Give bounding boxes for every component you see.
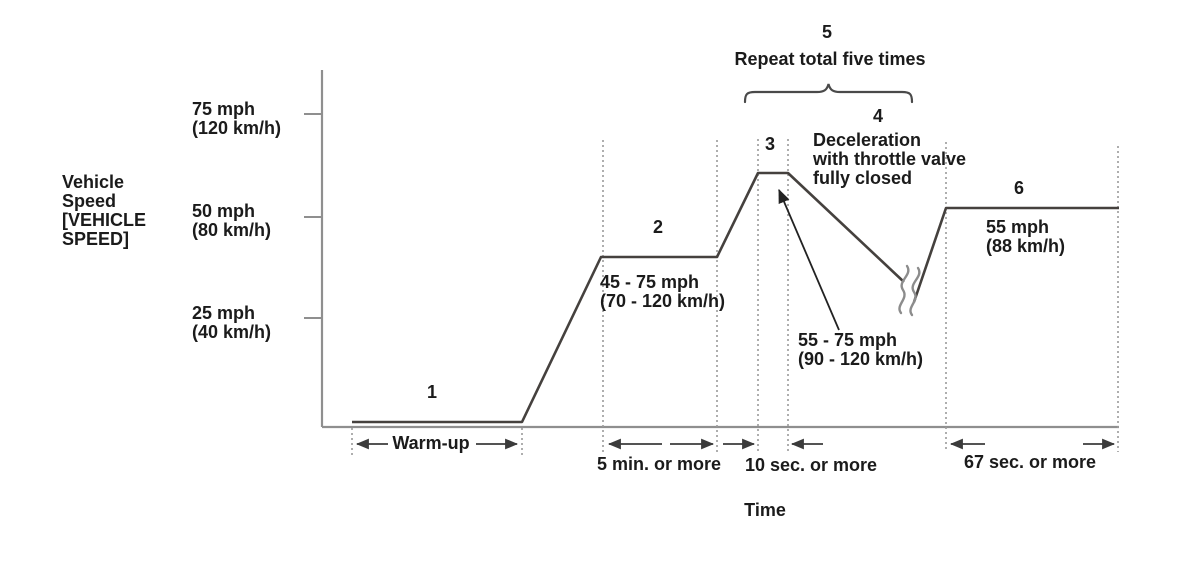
line-break-squiggle-icon bbox=[898, 264, 921, 317]
peak-speed-range: 55 - 75 mph (90 - 120 km/h) bbox=[798, 330, 924, 369]
phase-3-number: 3 bbox=[764, 134, 776, 154]
phase-1-number: 1 bbox=[426, 382, 438, 402]
sixty-seven-sec-duration-label: 67 sec. or more bbox=[963, 452, 1097, 472]
ten-sec-duration-label: 10 sec. or more bbox=[744, 455, 878, 475]
y-tick-label-25mph: 25 mph (40 km/h) bbox=[192, 303, 272, 342]
peak-pointer-arrow bbox=[778, 188, 840, 331]
x-axis-title: Time bbox=[744, 500, 786, 520]
repeat-brace bbox=[743, 83, 914, 104]
phase-6-number: 6 bbox=[1013, 178, 1025, 198]
repeat-label: Repeat total five times bbox=[734, 49, 926, 69]
phase-5-number: 5 bbox=[821, 22, 833, 42]
y-tick-label-50mph: 50 mph (80 km/h) bbox=[192, 201, 272, 240]
phase-6-speed: 55 mph (88 km/h) bbox=[986, 217, 1066, 256]
y-axis-title: Vehicle Speed [VEHICLE SPEED] bbox=[62, 172, 147, 249]
y-tick-label-75mph: 75 mph (120 km/h) bbox=[192, 99, 282, 138]
phase-4-number: 4 bbox=[872, 106, 884, 126]
phase-4-label: Deceleration with throttle valve fully c… bbox=[813, 130, 967, 188]
phase-2-speed-range: 45 - 75 mph (70 - 120 km/h) bbox=[600, 272, 726, 311]
warmup-label: Warm-up bbox=[392, 433, 470, 453]
phase-2-number: 2 bbox=[652, 217, 664, 237]
speed-curve bbox=[352, 171, 905, 424]
five-min-duration-label: 5 min. or more bbox=[596, 454, 722, 474]
speed-curve-after-break bbox=[912, 206, 1119, 303]
